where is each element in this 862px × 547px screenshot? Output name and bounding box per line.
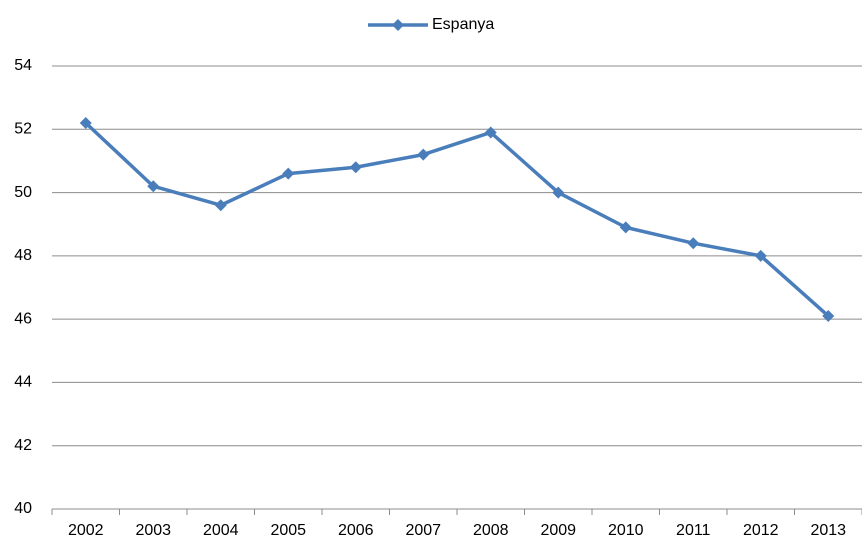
x-tick-label: 2008 [473,522,509,539]
x-tick-label: 2002 [68,522,104,539]
x-tick-label: 2012 [743,522,779,539]
marker [349,161,362,174]
x-tick-label: 2004 [203,522,239,539]
marker [822,309,835,322]
marker [552,186,565,199]
marker [687,237,700,250]
y-tick-label: 50 [14,184,32,201]
x-tick-label: 2006 [338,522,374,539]
y-tick-label: 42 [14,437,32,454]
series-line [84,121,830,318]
x-tick-label: 2003 [135,522,171,539]
y-tick-label: 54 [14,57,32,74]
marker [147,180,160,193]
legend-label: Espanya [432,16,494,33]
y-tick-label: 52 [14,121,32,138]
x-tick-label: 2005 [270,522,306,539]
y-tick-label: 48 [14,247,32,264]
marker [214,199,227,212]
x-tick-label: 2007 [405,522,441,539]
x-tick-label: 2010 [608,522,644,539]
marker [417,148,430,161]
y-tick-label: 46 [14,310,32,327]
marker [754,249,767,262]
y-tick-label: 40 [14,500,32,517]
y-tick-label: 44 [14,374,32,391]
marker [79,116,92,129]
x-tick-label: 2009 [540,522,576,539]
marker [282,167,295,180]
marker [484,126,497,139]
x-tick-label: 2011 [676,522,711,539]
legend-marker [392,19,404,31]
marker [619,221,632,234]
x-tick-label: 2013 [810,522,846,539]
